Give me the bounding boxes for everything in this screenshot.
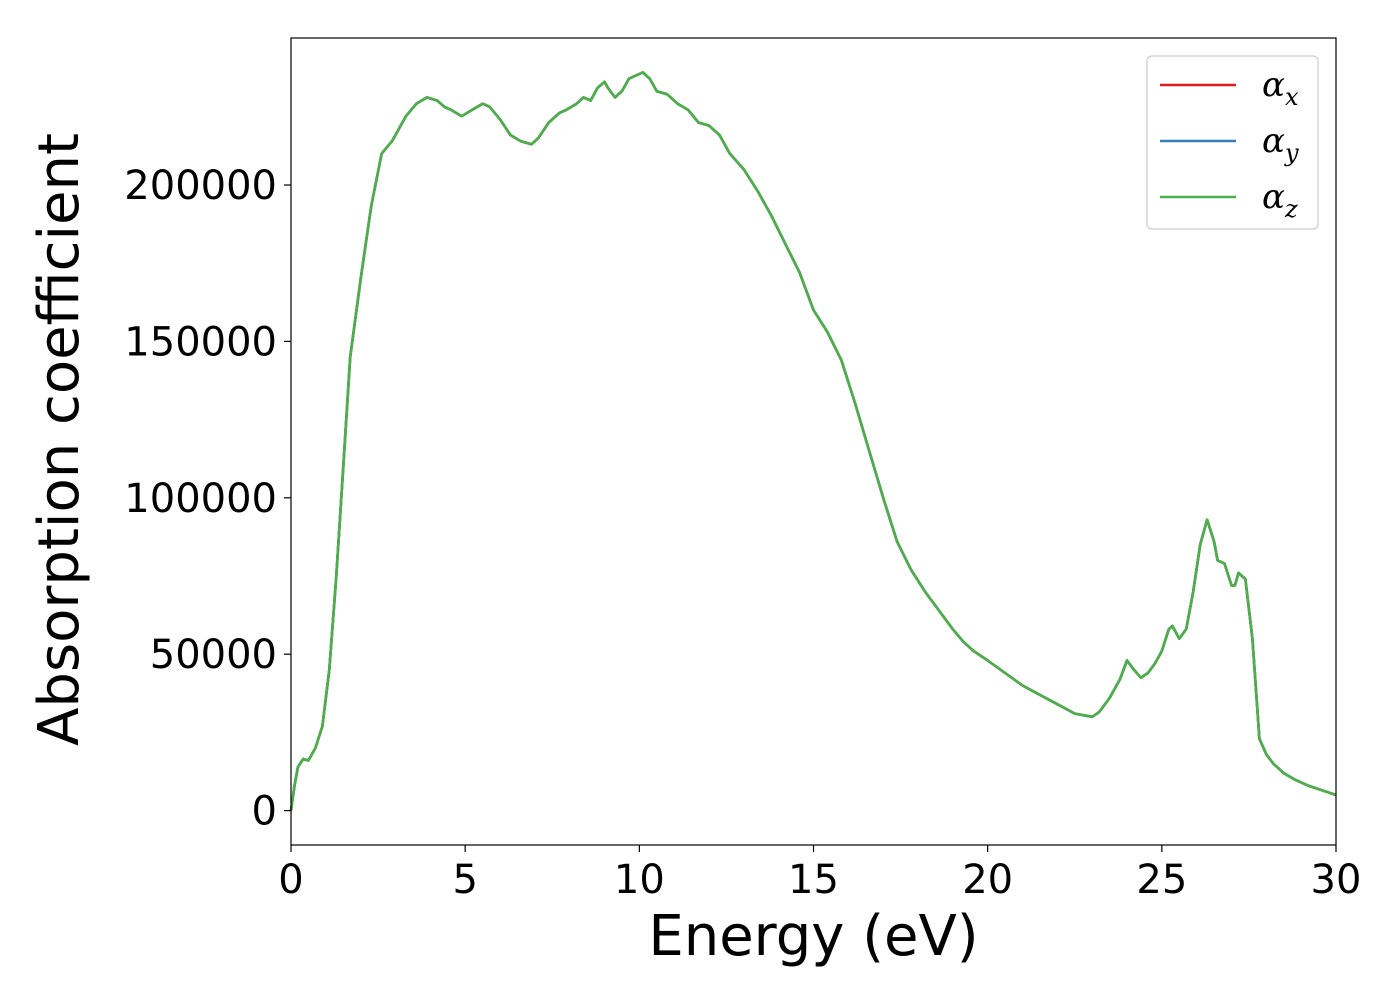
- x-axis: 0 5 10 15 20 25 30: [278, 845, 1361, 903]
- y-axis: 0 50000 100000 150000 200000: [124, 163, 291, 835]
- legend-item-alpha-x: αx: [1160, 65, 1299, 111]
- legend-label: αy: [1262, 121, 1299, 167]
- x-tick-label: 25: [1136, 857, 1187, 903]
- series-line-alpha-z: [289, 71, 1337, 811]
- y-tick-label: 50000: [150, 632, 277, 678]
- legend-item-alpha-y: αy: [1160, 121, 1299, 167]
- legend-label: αx: [1262, 65, 1299, 111]
- y-tick-label: 150000: [124, 319, 277, 365]
- y-tick-label: 200000: [124, 163, 277, 209]
- y-axis-label: Absorption coefficient: [27, 133, 92, 746]
- y-tick-label: 100000: [124, 476, 277, 522]
- x-axis-label: Energy (eV): [648, 904, 978, 969]
- x-tick-label: 20: [962, 857, 1013, 903]
- y-tick-label: 0: [252, 789, 277, 835]
- x-tick-label: 15: [788, 857, 839, 903]
- x-tick-label: 30: [1311, 857, 1362, 903]
- x-tick-label: 5: [452, 857, 477, 903]
- x-tick-label: 0: [278, 857, 303, 903]
- legend-box: [1146, 55, 1319, 230]
- series-layer: [289, 71, 1337, 811]
- x-tick-label: 10: [614, 857, 665, 903]
